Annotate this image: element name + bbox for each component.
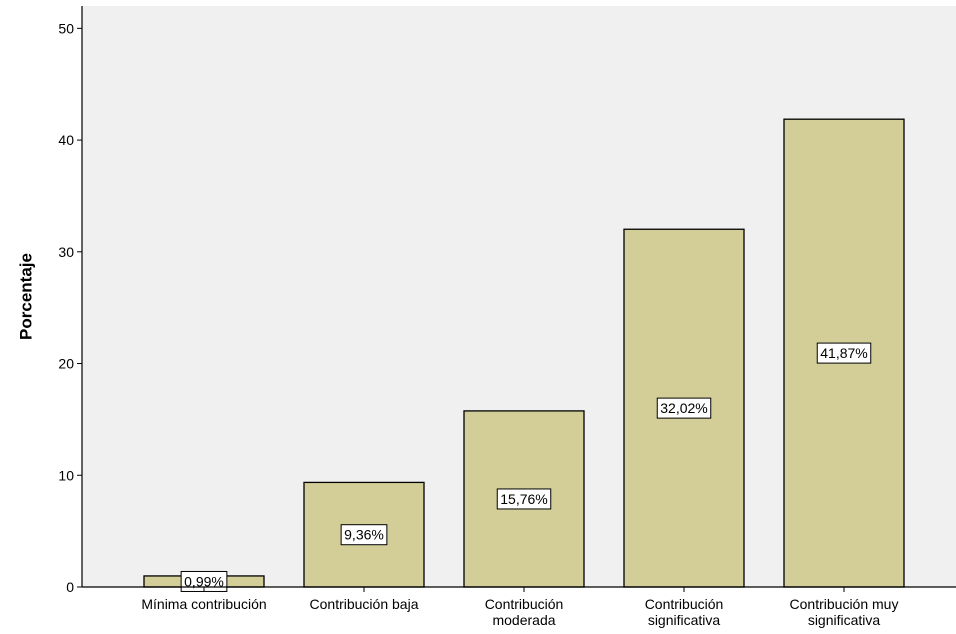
data-label-group-5: 41,87% (816, 342, 872, 364)
data-label-5: 41,87% (820, 345, 867, 361)
y-tick-label-40: 40 (58, 132, 74, 148)
data-label-box-4 (656, 397, 712, 419)
data-label-group-4: 32,02% (656, 397, 712, 419)
data-label-4: 32,02% (660, 400, 707, 416)
y-tick-label-20: 20 (58, 356, 74, 372)
x-category-label-2: Contribución baja (310, 596, 419, 612)
y-tick-label-10: 10 (58, 467, 74, 483)
data-labels-layer: 0,99% 9,36% 15,76% 32,02% 41,87% (180, 342, 872, 592)
x-category-label-1: Mínima contribución (141, 596, 266, 612)
bar-3 (463, 410, 585, 588)
x-category-label-4-line-2: significativa (648, 612, 721, 628)
x-category-label-3-line-1: Contribución (485, 596, 564, 612)
x-category-label-3-line-2: moderada (492, 612, 555, 628)
x-category-label-5-line-2: significativa (808, 612, 881, 628)
axes-layer: 0 10 20 30 40 50 Mínima contribución Contribuci… (58, 6, 956, 628)
data-label-3: 15,76% (500, 491, 547, 507)
data-label-2: 9,36% (344, 527, 384, 543)
y-tick-label-50: 50 (58, 20, 74, 36)
x-category-label-4-line-1: Contribución (645, 596, 724, 612)
data-label-group-2: 9,36% (340, 524, 388, 546)
data-label-box-3 (496, 488, 552, 510)
y-tick-label-30: 30 (58, 244, 74, 260)
y-axis-title: Porcentaje (17, 253, 36, 340)
data-label-box-2 (340, 524, 388, 546)
data-label-1: 0,99% (184, 573, 224, 589)
data-label-box-5 (816, 342, 872, 364)
data-label-group-3: 15,76% (496, 488, 552, 510)
x-category-label-5-line-1: Contribución muy (790, 596, 899, 612)
y-tick-label-0: 0 (66, 579, 74, 595)
